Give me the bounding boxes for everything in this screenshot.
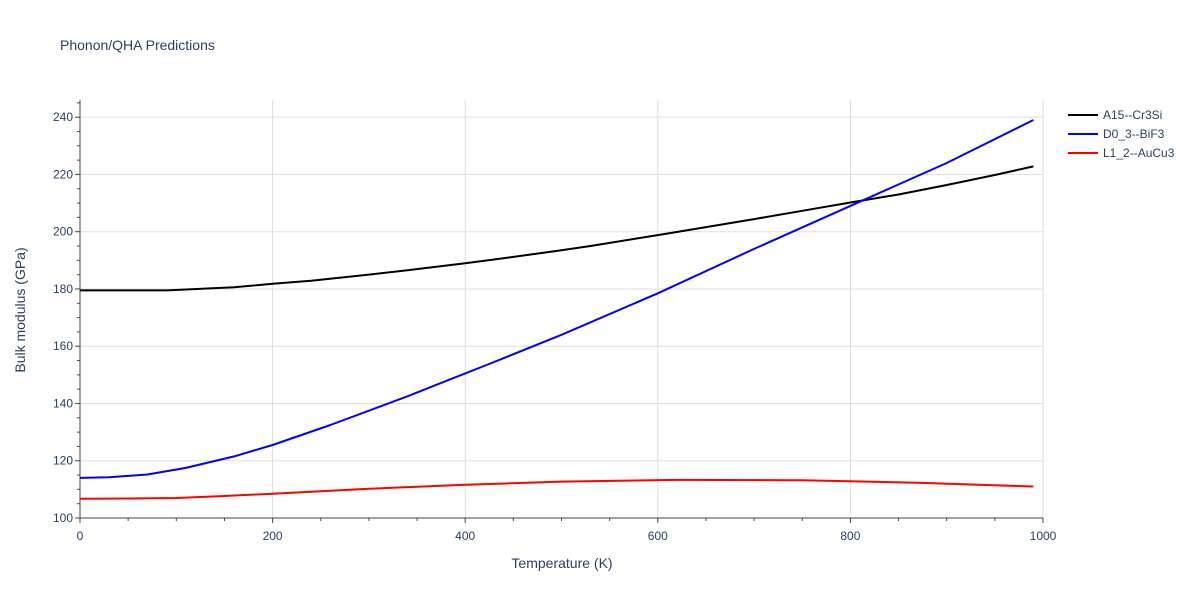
- legend[interactable]: A15--Cr3Si D0_3--BiF3 L1_2--AuCu3: [1068, 108, 1175, 160]
- x-tick-label: 600: [648, 529, 668, 543]
- legend-item[interactable]: D0_3--BiF3: [1068, 127, 1165, 141]
- y-tick-label: 220: [53, 167, 73, 181]
- series-line-D0_3--BiF3[interactable]: [79, 119, 1034, 479]
- y-tick-label: 240: [53, 110, 73, 124]
- y-tick-label: 160: [53, 339, 73, 353]
- y-tick-label: 100: [53, 511, 73, 525]
- y-tick-label: 140: [53, 396, 73, 410]
- y-tick-label: 120: [53, 454, 73, 468]
- x-tick-label: 1000: [1030, 529, 1057, 543]
- legend-label: D0_3--BiF3: [1103, 127, 1165, 141]
- x-axis-title: Temperature (K): [511, 555, 612, 571]
- y-tick-label: 200: [53, 225, 73, 239]
- legend-label: A15--Cr3Si: [1103, 108, 1162, 122]
- axes: [75, 100, 1044, 523]
- x-tick-label: 0: [77, 529, 84, 543]
- legend-label: L1_2--AuCu3: [1103, 146, 1175, 160]
- x-tick-label: 800: [840, 529, 860, 543]
- chart-title: Phonon/QHA Predictions: [60, 37, 215, 53]
- legend-item[interactable]: A15--Cr3Si: [1068, 108, 1162, 122]
- x-tick-label: 200: [263, 529, 283, 543]
- y-tick-label: 180: [53, 282, 73, 296]
- y-axis-title: Bulk modulus (GPa): [12, 247, 28, 372]
- legend-item[interactable]: L1_2--AuCu3: [1068, 146, 1175, 160]
- x-tick-label: 400: [455, 529, 475, 543]
- grid: [80, 100, 1044, 518]
- tick-labels: 0 200 400 600 800 1000 100 120 140 160 180 200 220 24…: [53, 110, 1057, 543]
- series-line-L1_2--AuCu3[interactable]: [79, 478, 1034, 500]
- series-group: [79, 119, 1034, 500]
